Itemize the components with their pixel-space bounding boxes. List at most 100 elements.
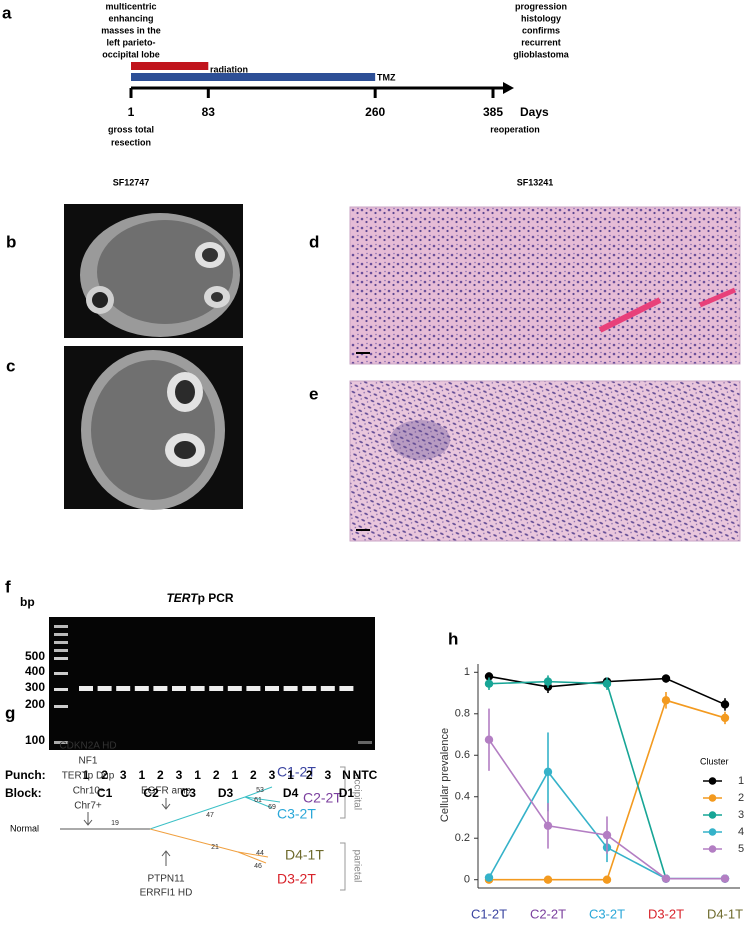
- unit-label: bp: [20, 595, 35, 609]
- gel-band: [209, 686, 224, 691]
- tick-label: 385: [483, 105, 503, 119]
- legend-swatch: [708, 845, 717, 853]
- gel: [49, 617, 375, 750]
- annotation: glioblastoma: [513, 49, 570, 59]
- event-label: reoperation: [490, 124, 540, 134]
- punch-label: 2: [101, 768, 108, 782]
- data-point: [484, 679, 494, 688]
- panel-label: h: [448, 629, 458, 648]
- tree-root: Normal: [10, 823, 39, 833]
- branch-length: 69: [268, 804, 276, 811]
- histology-d: [349, 206, 741, 365]
- data-point: [720, 713, 730, 723]
- tick-label: 83: [202, 105, 216, 119]
- annotation: masses in the: [101, 25, 161, 35]
- block-label: C1: [97, 786, 113, 800]
- annotation: multicentric: [105, 1, 156, 11]
- gel-band: [320, 686, 335, 691]
- gel-band: [227, 686, 242, 691]
- annotation: occipital lobe: [102, 49, 160, 59]
- tree-event: Chr7+: [74, 801, 102, 812]
- punch-label: 2: [306, 768, 313, 782]
- mri-axial: [64, 346, 243, 510]
- branch-length: 46: [254, 863, 262, 870]
- block-label: C2: [143, 786, 159, 800]
- data-point: [484, 873, 494, 882]
- tree-leaf: D3-2T: [277, 871, 316, 887]
- data-point: [602, 875, 612, 884]
- tick-label: 260: [365, 105, 385, 119]
- gel-band: [283, 686, 298, 691]
- mri-sagittal: [64, 204, 243, 338]
- x-tick-label: C2-2T: [530, 906, 566, 921]
- x-tick-label: D4-1T: [707, 906, 743, 921]
- punch-label: 2: [157, 768, 164, 782]
- gel-band: [97, 686, 112, 691]
- tree-leaf: D4-1T: [285, 847, 324, 863]
- ladder-label: 400: [25, 664, 45, 678]
- tree-event: PTPN11: [147, 874, 184, 885]
- row-label: Block:: [5, 786, 42, 800]
- gel-band: [172, 686, 186, 691]
- gel-band: [79, 686, 93, 691]
- tmz-label: TMZ: [377, 72, 396, 82]
- row-label: Punch:: [5, 768, 46, 782]
- data-point: [661, 874, 671, 883]
- punch-label: 1: [83, 768, 90, 782]
- data-point: [484, 735, 494, 744]
- gel-band: [302, 686, 317, 691]
- gel-band: [339, 686, 354, 691]
- punch-label: 2: [213, 768, 220, 782]
- branch-length: 19: [111, 820, 119, 827]
- treatment-bar: [131, 73, 376, 81]
- event-label: resection: [111, 137, 151, 147]
- data-point: [543, 821, 553, 830]
- legend-swatch: [708, 794, 717, 802]
- y-tick-label: 1: [464, 666, 470, 678]
- y-tick-label: 0.8: [455, 708, 470, 720]
- panel-label: f: [5, 577, 11, 596]
- tree-leaf: C3-2T: [277, 806, 316, 822]
- branch-length: 47: [206, 812, 214, 819]
- punch-label: 3: [324, 768, 331, 782]
- legend-label: 3: [738, 809, 744, 821]
- tick-label: 1: [128, 105, 135, 119]
- annotation: histology: [521, 13, 561, 23]
- branch-length: 53: [256, 787, 264, 794]
- x-tick-label: D3-2T: [648, 906, 684, 921]
- annotation: enhancing: [108, 13, 153, 23]
- gel-band: [358, 741, 372, 744]
- sample-id: SF13241: [517, 177, 554, 187]
- legend-swatch: [708, 777, 717, 785]
- x-tick-label: C1-2T: [471, 906, 507, 921]
- tree: [60, 766, 346, 891]
- punch-label: 3: [120, 768, 127, 782]
- y-tick-label: 0.6: [455, 749, 470, 761]
- tree-leaf: C1-2T: [277, 764, 316, 780]
- data-point: [661, 674, 671, 683]
- gel-title-rest: p PCR: [198, 591, 234, 605]
- legend-label: 4: [738, 826, 744, 838]
- gel-band: [246, 686, 261, 691]
- annotation: left parieto-: [106, 37, 155, 47]
- gel-title: TERTp PCR: [166, 591, 233, 605]
- gel-band: [134, 686, 149, 691]
- tree-event: Chr10-: [73, 786, 104, 797]
- punch-label: 1: [138, 768, 145, 782]
- punch-label: 3: [176, 768, 183, 782]
- panel-label: d: [309, 232, 319, 251]
- group-label: parietal: [351, 850, 362, 883]
- panel-label: e: [309, 384, 318, 403]
- branch-length: 44: [256, 850, 264, 857]
- legend-label: 5: [738, 843, 744, 855]
- data-point: [543, 767, 553, 777]
- annotation: confirms: [522, 25, 560, 35]
- y-axis-title: Cellular prevalence: [439, 728, 451, 822]
- punch-label: 2: [250, 768, 257, 782]
- histology-e: [349, 380, 741, 542]
- punch-label: NTC: [353, 768, 378, 782]
- ladder-label: 500: [25, 649, 45, 663]
- legend-label: 1: [738, 775, 744, 787]
- tree-leaf: C2-2T: [303, 790, 342, 806]
- punch-label: 1: [287, 768, 294, 782]
